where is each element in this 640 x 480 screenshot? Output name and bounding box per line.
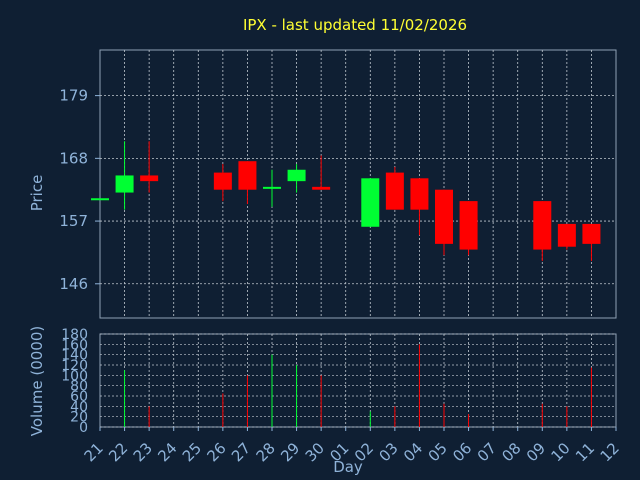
x-tick-label: 23 <box>130 439 156 465</box>
x-tick-label: 27 <box>228 439 254 465</box>
x-tick-label: 09 <box>523 439 549 465</box>
price-tick-label: 157 <box>59 212 88 230</box>
candle-body <box>410 178 429 210</box>
candle-body <box>213 172 232 190</box>
candle-body <box>238 161 257 190</box>
x-tick-label: 29 <box>277 439 303 465</box>
x-tick-label: 06 <box>449 439 475 465</box>
x-tick-label: 28 <box>253 439 279 465</box>
x-tick-label: 10 <box>547 439 573 465</box>
x-tick-label: 22 <box>105 439 131 465</box>
x-tick-label: 11 <box>572 439 598 465</box>
candle-body <box>91 198 109 201</box>
candle-body <box>557 223 576 247</box>
candle-body <box>115 175 134 193</box>
candle-body <box>582 223 601 244</box>
candle-body <box>459 201 478 250</box>
chart-title: IPX - last updated 11/02/2026 <box>243 16 467 34</box>
price-panel: 146 157 168 179 <box>59 49 617 319</box>
x-tick-label: 21 <box>81 439 107 465</box>
x-tick-label: 05 <box>425 439 451 465</box>
volume-tick-label: 20 <box>70 410 88 426</box>
price-tick-label: 168 <box>59 149 88 167</box>
price-tick-label: 146 <box>59 275 88 293</box>
volume-axis-label: Volume (0000) <box>28 326 46 436</box>
x-tick-label: 25 <box>179 439 205 465</box>
x-axis-label: Day <box>333 458 363 476</box>
candle-body <box>361 178 380 227</box>
candle-body <box>263 186 281 189</box>
volume-tick-label: 120 <box>61 358 88 374</box>
volume-tick-label: 100 <box>61 368 88 384</box>
volume-tick-label: 0 <box>79 420 88 436</box>
volume-plot-frame <box>99 333 617 428</box>
candle-body <box>435 189 453 244</box>
volume-tick-label: 160 <box>61 337 88 353</box>
candle-body <box>533 201 552 250</box>
volume-tick-label: 60 <box>70 389 88 405</box>
x-tick-label: 24 <box>154 439 180 465</box>
x-tick-label: 04 <box>400 439 426 465</box>
x-tick-label: 07 <box>474 439 500 465</box>
volume-tick-label: 140 <box>61 348 88 364</box>
price-tick-label: 179 <box>59 87 88 105</box>
x-tick-label: 08 <box>498 439 524 465</box>
candle-body <box>140 175 159 182</box>
price-plot-frame <box>99 49 617 319</box>
candle-body <box>312 186 331 190</box>
volume-tick-label: 80 <box>70 379 88 395</box>
volume-tick-label: 40 <box>70 399 88 415</box>
candle-body <box>385 172 404 210</box>
x-tick-label: 30 <box>302 439 328 465</box>
x-tick-label: 12 <box>597 439 623 465</box>
x-tick-label: 03 <box>375 439 401 465</box>
price-axis-label: Price <box>28 175 46 212</box>
candle-body <box>287 169 306 182</box>
volume-tick-label: 180 <box>61 327 88 343</box>
x-tick-label: 26 <box>203 439 229 465</box>
